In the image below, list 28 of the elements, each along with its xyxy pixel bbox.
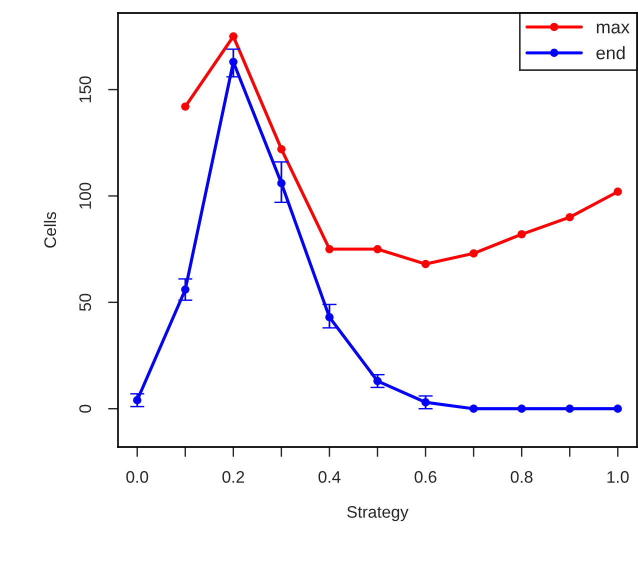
- point: [614, 188, 622, 196]
- y-tick-label: 50: [79, 294, 92, 311]
- x-tick-label: 0.4: [318, 471, 341, 483]
- x-tick-label: 0.8: [510, 471, 533, 483]
- point: [421, 260, 430, 268]
- point: [469, 249, 478, 258]
- legend-label: end: [596, 46, 625, 60]
- point: [229, 32, 238, 41]
- point: [469, 404, 478, 413]
- x-tick-label: 0.0: [126, 471, 148, 483]
- y-tick-label: 100: [79, 182, 92, 209]
- x-tick-label: 0.2: [222, 471, 244, 483]
- x-axis-title: Strategy: [347, 506, 409, 522]
- point: [373, 244, 382, 254]
- point: [614, 404, 622, 413]
- x-tick-label: 1.0: [607, 471, 629, 483]
- point: [277, 144, 286, 154]
- legend-label: max: [596, 24, 630, 34]
- y-axis-title: Cells: [44, 212, 56, 248]
- point: [566, 213, 574, 222]
- y-tick-label: 150: [79, 76, 92, 102]
- point: [518, 404, 526, 413]
- x-tick-label: 0.6: [414, 471, 436, 483]
- point: [181, 102, 190, 111]
- point: [325, 244, 334, 254]
- y-tick-label: 0: [79, 404, 92, 413]
- point: [566, 404, 574, 413]
- point: [518, 230, 526, 238]
